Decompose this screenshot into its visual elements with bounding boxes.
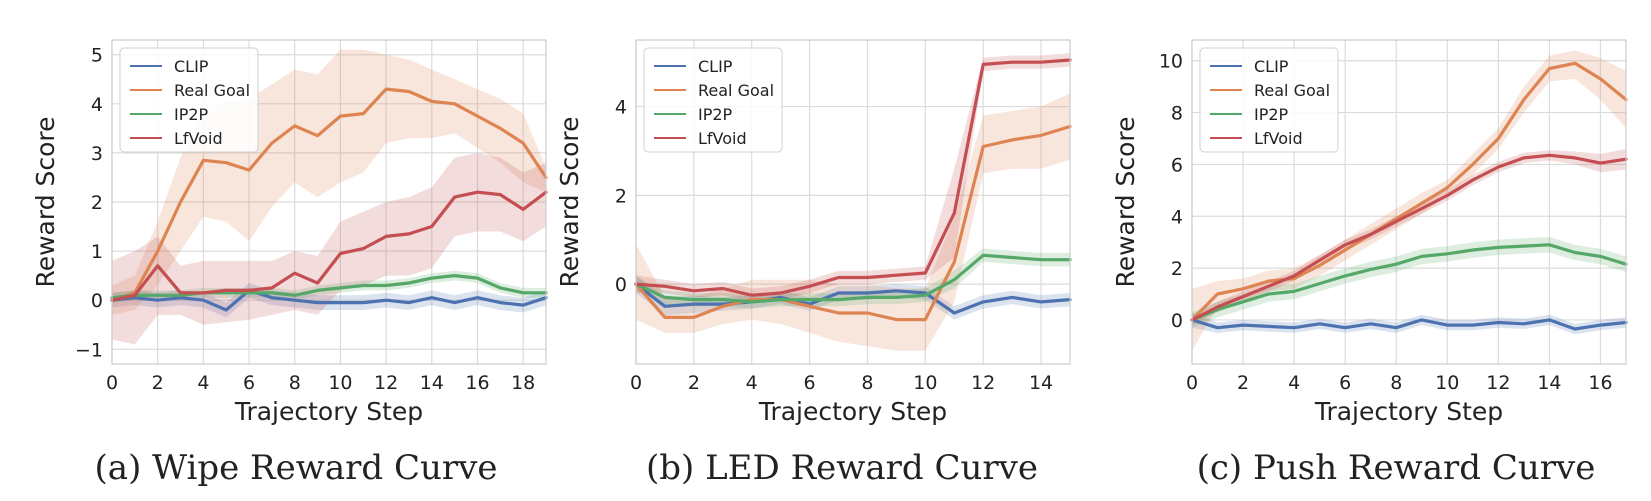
y-axis-label: Reward Score	[555, 116, 584, 287]
legend-box	[643, 47, 783, 153]
y-tick-label: 4	[615, 97, 627, 119]
chart-c: 0 2 4 6 8 10 12 14 16 0 2 4 6 8 10 Trajectory Step Rewar…	[1111, 39, 1628, 426]
y-tick-label: 1	[91, 241, 103, 263]
x-tick-label: 6	[243, 372, 255, 394]
legend-label: CLIP	[174, 57, 209, 76]
caption-a: (a) Wipe Reward Curve	[94, 448, 498, 488]
legend-label: IP2P	[1254, 105, 1289, 124]
legend: CLIP Real Goal IP2P LfVoid	[1199, 47, 1339, 153]
band-lfvoid	[112, 152, 546, 345]
x-tick-label: 4	[197, 372, 209, 394]
y-tick-label: 2	[1171, 258, 1183, 280]
x-tick-label: 16	[1588, 372, 1612, 394]
legend-label: CLIP	[1254, 57, 1289, 76]
x-tick-label: 18	[511, 372, 535, 394]
y-tick-label: −1	[75, 339, 103, 361]
x-axis-label: Trajectory Step	[1314, 397, 1503, 426]
y-tick-label: 10	[1159, 51, 1183, 73]
x-tick-label: 0	[1186, 372, 1198, 394]
legend-label: LfVoid	[698, 129, 747, 148]
series-line-real-goal	[110, 87, 548, 302]
legend-label: Real Goal	[174, 81, 250, 100]
x-tick-label: 14	[1537, 372, 1561, 394]
x-tick-label: 14	[420, 372, 444, 394]
x-tick-label: 10	[913, 372, 937, 394]
plot-frame	[111, 39, 547, 365]
x-tick-label: 12	[1486, 372, 1510, 394]
y-tick-label: 8	[1171, 103, 1183, 125]
x-tick-label: 10	[328, 372, 352, 394]
legend-box	[119, 47, 259, 153]
series-line-ip2p	[634, 253, 1072, 304]
x-axis-label: Trajectory Step	[234, 397, 423, 426]
series-line-ip2p	[1190, 243, 1628, 322]
x-tick-label: 14	[1029, 372, 1053, 394]
legend-label: LfVoid	[1254, 129, 1303, 148]
y-tick-label: 3	[91, 143, 103, 165]
x-tick-label: 12	[971, 372, 995, 394]
x-tick-label: 2	[152, 372, 164, 394]
x-tick-label: 2	[1237, 372, 1249, 394]
legend-box	[1199, 47, 1339, 153]
y-tick-label: 0	[1171, 310, 1183, 332]
y-tick-label: 5	[91, 45, 103, 67]
series-line-clip	[634, 282, 1072, 315]
x-tick-label: 16	[465, 372, 489, 394]
plot-frame	[635, 39, 1071, 365]
y-tick-label: 2	[615, 185, 627, 207]
series-line-lfvoid	[1190, 153, 1628, 322]
series-line-ip2p	[110, 274, 548, 300]
y-tick-label: 0	[91, 290, 103, 312]
x-tick-label: 0	[630, 372, 642, 394]
legend-label: IP2P	[174, 105, 209, 124]
y-tick-label: 4	[91, 94, 103, 116]
legend-label: LfVoid	[174, 129, 223, 148]
band-real-goal	[636, 93, 1070, 351]
y-tick-label: 6	[1171, 154, 1183, 176]
x-tick-label: 4	[746, 372, 758, 394]
x-tick-label: 4	[1288, 372, 1300, 394]
y-axis-label: Reward Score	[1111, 116, 1140, 287]
series-line-real-goal	[634, 124, 1072, 322]
series-line-clip	[1190, 318, 1628, 331]
legend: CLIP Real Goal IP2P LfVoid	[643, 47, 783, 153]
band-ip2p	[636, 248, 1070, 309]
x-tick-label: 8	[1390, 372, 1402, 394]
series-line-real-goal	[1190, 61, 1628, 322]
x-tick-label: 6	[1339, 372, 1351, 394]
y-tick-label: 4	[1171, 206, 1183, 228]
y-axis-label: Reward Score	[31, 116, 60, 287]
x-tick-label: 0	[106, 372, 118, 394]
caption-b: (b) LED Reward Curve	[646, 448, 1038, 488]
x-axis-label: Trajectory Step	[758, 397, 947, 426]
plot-frame	[1191, 39, 1627, 365]
legend: CLIP Real Goal IP2P LfVoid	[119, 47, 259, 153]
caption-c: (c) Push Reward Curve	[1196, 448, 1596, 488]
legend-label: Real Goal	[1254, 81, 1330, 100]
band-lfvoid	[1192, 148, 1626, 326]
x-tick-label: 6	[804, 372, 816, 394]
legend-label: CLIP	[698, 57, 733, 76]
x-tick-label: 10	[1435, 372, 1459, 394]
series-line-clip	[110, 288, 548, 312]
series-line-lfvoid	[110, 190, 548, 302]
x-tick-label: 8	[289, 372, 301, 394]
band-ip2p	[1192, 237, 1626, 328]
series-line-lfvoid	[634, 58, 1072, 297]
legend-label: IP2P	[698, 105, 733, 124]
x-tick-label: 2	[688, 372, 700, 394]
x-tick-label: 12	[374, 372, 398, 394]
x-tick-label: 8	[861, 372, 873, 394]
legend-label: Real Goal	[698, 81, 774, 100]
y-tick-label: 2	[91, 192, 103, 214]
y-tick-label: 0	[615, 274, 627, 296]
